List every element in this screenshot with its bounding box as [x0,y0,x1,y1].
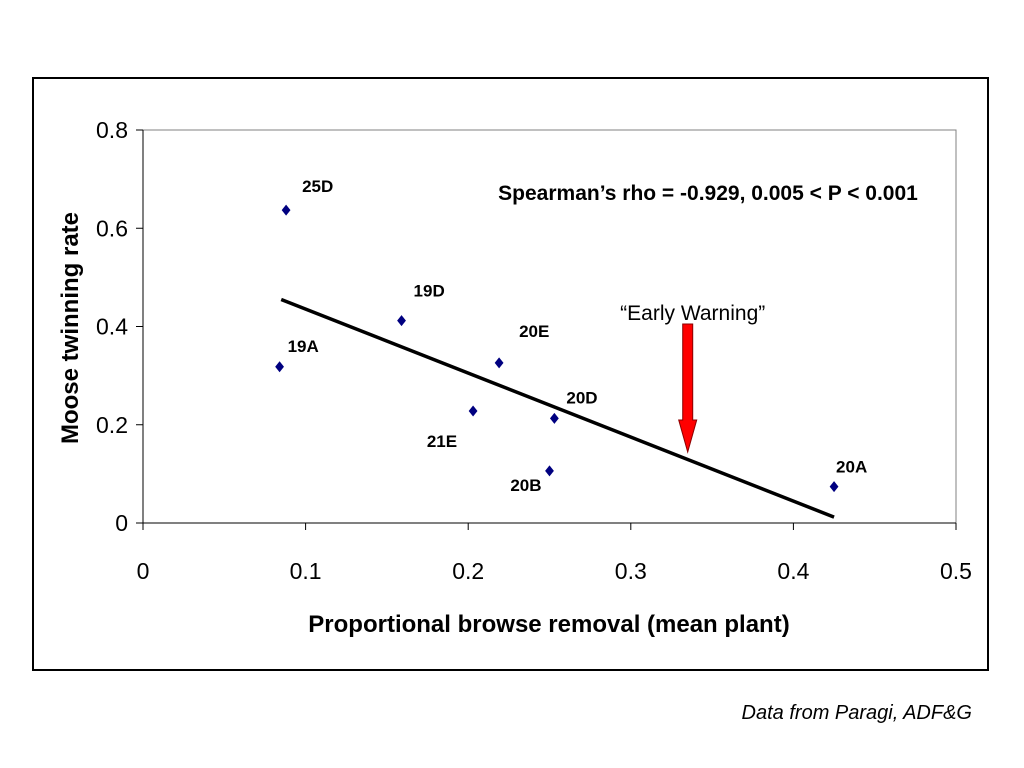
y-tick-label: 0.8 [96,117,128,143]
x-tick-label: 0.4 [777,558,809,584]
point-label-20d: 20D [566,388,597,407]
source-note: Data from Paragi, ADF&G [741,702,972,724]
point-label-20e: 20E [519,322,549,341]
data-point-25d [281,204,291,216]
y-tick-label: 0 [115,510,128,536]
y-tick-label: 0.4 [96,314,128,340]
point-label-19a: 19A [288,337,319,356]
y-axis-title: Moose twinning rate [57,212,84,444]
point-label-20b: 20B [510,476,541,495]
point-label-20a: 20A [836,458,867,477]
data-point-20d [549,412,559,424]
x-tick-label: 0.3 [615,558,647,584]
axis-ticks: 0 0.1 0.2 0.3 0.4 0.5 0 0.2 0.4 0.6 0.8 [96,117,972,584]
x-tick-label: 0 [137,558,150,584]
data-point-19d [397,315,406,327]
early-warning-label: “Early Warning” [620,302,765,325]
data-points: 25D 19A 19D 20E 21E 20D 20B 20A [275,177,867,495]
early-warning-annotation: “Early Warning” [620,302,765,454]
data-point-20a [829,481,839,493]
chart-frame [32,77,989,671]
y-tick-label: 0.2 [96,412,128,438]
data-point-20b [545,465,554,477]
x-axis-title: Proportional browse removal (mean plant) [308,611,789,638]
y-tick-label: 0.6 [96,215,128,241]
early-warning-arrow [678,323,698,454]
point-label-21e: 21E [427,432,457,451]
x-tick-label: 0.5 [940,558,972,584]
trend-line [280,297,835,519]
data-point-20e [494,357,504,369]
data-point-19a [275,361,284,373]
data-point-21e [468,405,478,417]
x-tick-label: 0.1 [290,558,322,584]
point-label-19d: 19D [414,282,445,301]
point-label-25d: 25D [302,177,333,196]
x-tick-label: 0.2 [452,558,484,584]
spearman-statistic: Spearman’s rho = -0.929, 0.005 < P < 0.0… [498,182,918,205]
